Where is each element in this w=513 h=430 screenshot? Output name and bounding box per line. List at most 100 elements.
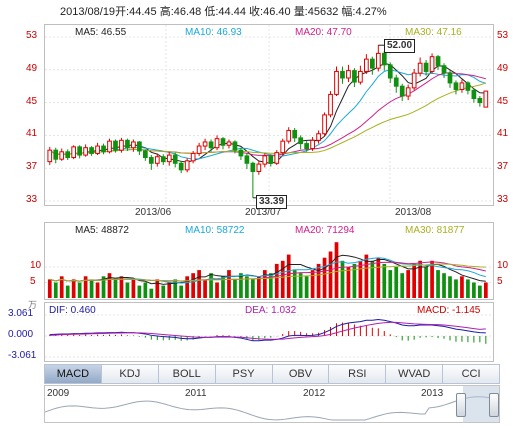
volume-bar xyxy=(221,276,225,298)
volume-y-tick-left: 10 xyxy=(30,260,42,271)
quote-low: 低:44.44 xyxy=(204,6,246,18)
volume-bar xyxy=(352,263,357,298)
volume-bar xyxy=(280,260,285,298)
volume-bar xyxy=(161,285,166,298)
candle-body xyxy=(119,139,124,151)
vol-ma5-legend: MA5: 48872 xyxy=(75,225,129,236)
candle-body xyxy=(369,58,375,69)
candle-body xyxy=(423,62,429,72)
volume-bar xyxy=(95,282,100,298)
candle-body xyxy=(399,85,405,97)
volume-bar xyxy=(89,279,94,298)
volume-bar xyxy=(310,270,315,298)
volume-bar xyxy=(358,260,363,298)
volume-panel[interactable]: MA5: 48872 MA10: 58722 MA20: 71294 MA30:… xyxy=(44,222,494,300)
candle-body xyxy=(202,141,208,147)
price-ma10-legend: MA10: 46.93 xyxy=(185,27,242,38)
navigator-overview-line xyxy=(45,396,498,421)
volume-bar xyxy=(364,254,369,298)
volume-bar xyxy=(274,263,279,298)
candle-body xyxy=(334,70,339,95)
candle-body xyxy=(125,139,130,149)
volume-bar xyxy=(131,279,136,298)
tab-kdj[interactable]: KDJ xyxy=(101,364,159,384)
volume-bar xyxy=(442,273,446,298)
volume-bar xyxy=(185,276,190,298)
price-y-tick-left: 49 xyxy=(26,62,38,74)
tab-boll[interactable]: BOLL xyxy=(158,364,216,384)
volume-bar xyxy=(83,276,88,298)
candle-body xyxy=(262,155,268,165)
candle-body xyxy=(107,140,112,153)
candle-body xyxy=(196,145,202,154)
price-y-tick-right: 49 xyxy=(497,62,509,74)
volume-bar xyxy=(388,270,393,298)
volume-bar xyxy=(466,279,470,298)
candle-body xyxy=(83,147,88,156)
candle-body xyxy=(166,154,172,163)
candle-body xyxy=(220,138,226,146)
dea-line xyxy=(49,321,486,340)
quote-close: 收:46.40 xyxy=(249,6,291,18)
candle-body xyxy=(364,58,369,72)
price-panel[interactable]: MA5: 46.55 MA10: 46.93 MA20: 47.70 MA30:… xyxy=(44,24,494,206)
volume-bar xyxy=(412,263,417,298)
volume-bar xyxy=(59,276,64,298)
volume-bar xyxy=(346,267,351,298)
candle-body xyxy=(178,162,184,171)
volume-bar xyxy=(328,251,333,298)
candle-body xyxy=(441,65,447,74)
quote-open: 开:44.45 xyxy=(115,6,157,18)
candle-body xyxy=(244,155,250,164)
candle-body xyxy=(387,64,393,79)
candle-body xyxy=(465,82,471,91)
price-x-tick: 2013/08 xyxy=(395,207,432,218)
tab-rsi[interactable]: RSI xyxy=(329,364,387,384)
volume-bar xyxy=(137,285,142,298)
candle-body xyxy=(477,98,483,104)
volume-bar xyxy=(418,260,422,298)
volume-bar xyxy=(239,273,243,298)
candle-body xyxy=(113,140,118,151)
candle-body xyxy=(143,150,148,159)
navigator-left-handle[interactable] xyxy=(456,393,466,417)
tab-wvad[interactable]: WVAD xyxy=(386,364,444,384)
volume-bar xyxy=(107,273,112,298)
candle-body xyxy=(310,139,315,150)
volume-bar xyxy=(316,263,321,298)
volume-bar xyxy=(173,279,178,298)
tab-psy[interactable]: PSY xyxy=(215,364,273,384)
timeline-navigator[interactable]: 2009 2011 2012 2013 xyxy=(44,385,500,423)
candle-body xyxy=(101,145,106,153)
candle-body xyxy=(316,133,321,141)
volume-bar xyxy=(65,285,70,298)
candle-body xyxy=(483,90,489,108)
volume-bar xyxy=(209,273,213,298)
tab-cci[interactable]: CCI xyxy=(443,364,500,384)
volume-bar xyxy=(370,260,375,298)
tab-macd[interactable]: MACD xyxy=(44,364,102,384)
candle-body xyxy=(226,141,232,146)
nav-year-2009: 2009 xyxy=(47,388,70,399)
volume-bar xyxy=(53,282,58,298)
volume-bar xyxy=(322,257,327,298)
candle-body xyxy=(298,137,304,145)
candle-body xyxy=(190,152,196,162)
candle-body xyxy=(459,82,465,90)
volume-ma30-line xyxy=(49,263,486,282)
candle-body xyxy=(393,77,399,87)
candle-body xyxy=(148,157,154,164)
candle-body xyxy=(358,70,363,83)
volume-ma5-line xyxy=(49,254,486,285)
volume-bar xyxy=(77,282,82,298)
volume-unit-label: 万 xyxy=(28,300,38,310)
candle-body xyxy=(137,141,142,152)
tab-obv[interactable]: OBV xyxy=(272,364,330,384)
dea-legend: DEA: 1.032 xyxy=(245,305,297,316)
navigator-right-handle[interactable] xyxy=(489,393,499,417)
volume-bar xyxy=(483,282,488,298)
macd-panel[interactable]: DIF: 0.460 DEA: 1.032 MACD: -1.145 xyxy=(44,302,494,362)
volume-bar xyxy=(167,282,172,298)
candle-body xyxy=(280,140,286,154)
candle-body xyxy=(268,155,274,164)
